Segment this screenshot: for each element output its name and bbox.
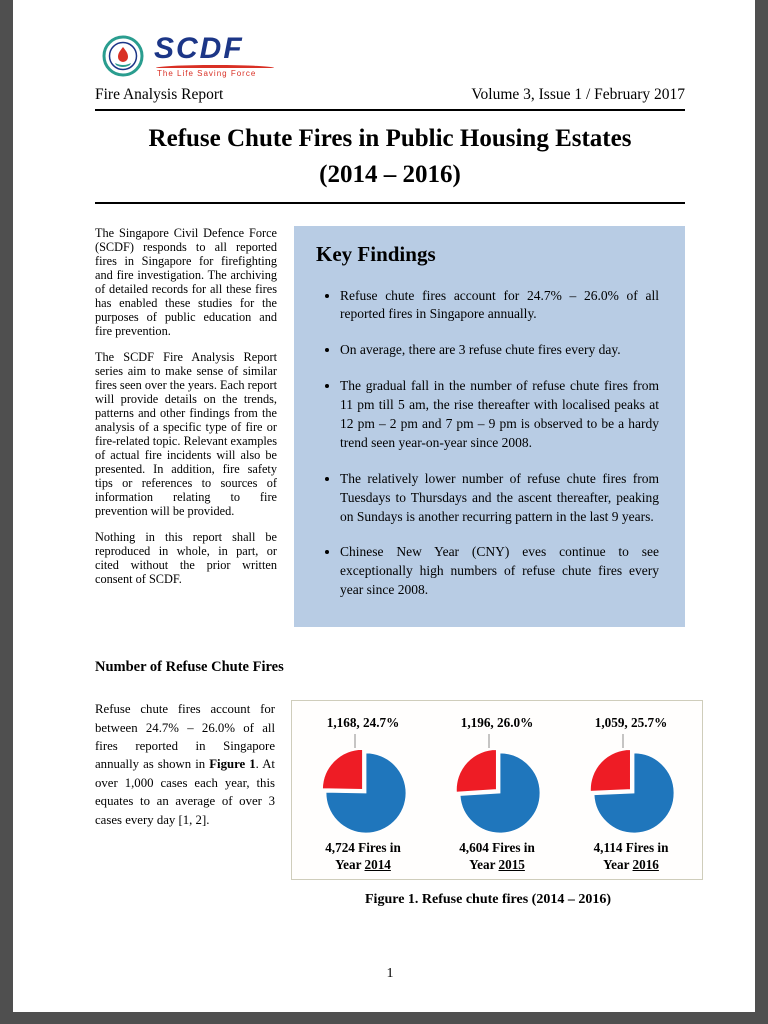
- intro-column: The Singapore Civil Defence Force (SCDF)…: [95, 226, 277, 628]
- issue-info: Volume 3, Issue 1 / February 2017: [471, 86, 685, 103]
- scdf-logo-text: SCDF The Life Saving Force: [154, 34, 274, 78]
- pie-chart-2016: 1,059, 25.7% 4,114 Fires in Year 2016: [564, 715, 698, 873]
- pie-icon: [590, 734, 675, 834]
- pie-slice-label: 1,168, 24.7%: [326, 715, 400, 731]
- key-finding-item: On average, there are 3 refuse chute fir…: [340, 341, 659, 360]
- intro-paragraph: The SCDF Fire Analysis Report series aim…: [95, 349, 277, 518]
- key-finding-item: Refuse chute fires account for 24.7% – 2…: [340, 287, 659, 325]
- key-finding-item: The gradual fall in the number of refuse…: [340, 377, 659, 453]
- figure-body-text: Refuse chute fires account for between 2…: [95, 700, 275, 880]
- pie-total-label: 4,114 Fires in Year 2016: [593, 840, 669, 873]
- logo-swoosh: [156, 65, 274, 68]
- figure-caption: Figure 1. Refuse chute fires (2014 – 201…: [365, 892, 611, 908]
- title-line-1: Refuse Chute Fires in Public Housing Est…: [148, 125, 632, 152]
- body-text-after: . At over 1,000 cases each year, this eq…: [95, 757, 275, 827]
- pie-refuse-chute-slice: [590, 749, 631, 792]
- title-line-2: (2014 – 2016): [319, 161, 461, 189]
- pie-icon: [456, 734, 541, 834]
- report-name: Fire Analysis Report: [95, 86, 224, 103]
- figure-section: Refuse chute fires account for between 2…: [95, 700, 703, 881]
- body-text-before: Refuse chute fires account for between 2…: [95, 702, 275, 772]
- key-finding-item: Chinese New Year (CNY) eves continue to …: [340, 543, 659, 600]
- pie-slice-label: 1,059, 25.7%: [594, 715, 668, 731]
- document-page: SCDF The Life Saving Force Fire Analysis…: [13, 0, 755, 1012]
- pie-other-fires-slice: [459, 752, 541, 834]
- pie-refuse-chute-slice: [456, 749, 497, 793]
- figure-1-chart-box: 1,168, 24.7% 4,724 Fires in Year 2014 1,196…: [291, 700, 703, 881]
- body-text-bold: Figure 1: [209, 757, 256, 772]
- intro-paragraph: Nothing in this report shall be reproduc…: [95, 529, 277, 586]
- report-header: Fire Analysis Report Volume 3, Issue 1 /…: [95, 86, 685, 111]
- pie-refuse-chute-slice: [322, 749, 363, 790]
- intro-paragraph: The Singapore Civil Defence Force (SCDF)…: [95, 225, 277, 338]
- scdf-emblem-icon: [102, 35, 144, 77]
- page-number: 1: [386, 966, 394, 982]
- scdf-logo: SCDF The Life Saving Force: [101, 30, 685, 82]
- intro-section: The Singapore Civil Defence Force (SCDF)…: [95, 225, 685, 628]
- pie-total-label: 4,724 Fires in Year 2014: [325, 840, 401, 873]
- key-findings-heading: Key Findings: [316, 241, 436, 266]
- pie-icon: [322, 734, 407, 834]
- scdf-wordmark: SCDF: [154, 32, 244, 65]
- key-finding-item: The relatively lower number of refuse ch…: [340, 470, 659, 527]
- page-title: Refuse Chute Fires in Public Housing Est…: [95, 111, 685, 204]
- logo-tagline: The Life Saving Force: [157, 69, 257, 78]
- key-findings-box: Key Findings Refuse chute fires account …: [294, 225, 685, 628]
- pie-slice-label: 1,196, 26.0%: [460, 715, 534, 731]
- pie-other-fires-slice: [593, 752, 675, 834]
- pie-other-fires-slice: [325, 752, 407, 834]
- key-findings-list: Refuse chute fires account for 24.7% – 2…: [316, 287, 659, 601]
- pie-total-label: 4,604 Fires in Year 2015: [459, 840, 535, 873]
- section-heading: Number of Refuse Chute Fires: [95, 659, 284, 676]
- pie-chart-2014: 1,168, 24.7% 4,724 Fires in Year 2014: [296, 715, 430, 873]
- pie-chart-2015: 1,196, 26.0% 4,604 Fires in Year 2015: [430, 715, 564, 873]
